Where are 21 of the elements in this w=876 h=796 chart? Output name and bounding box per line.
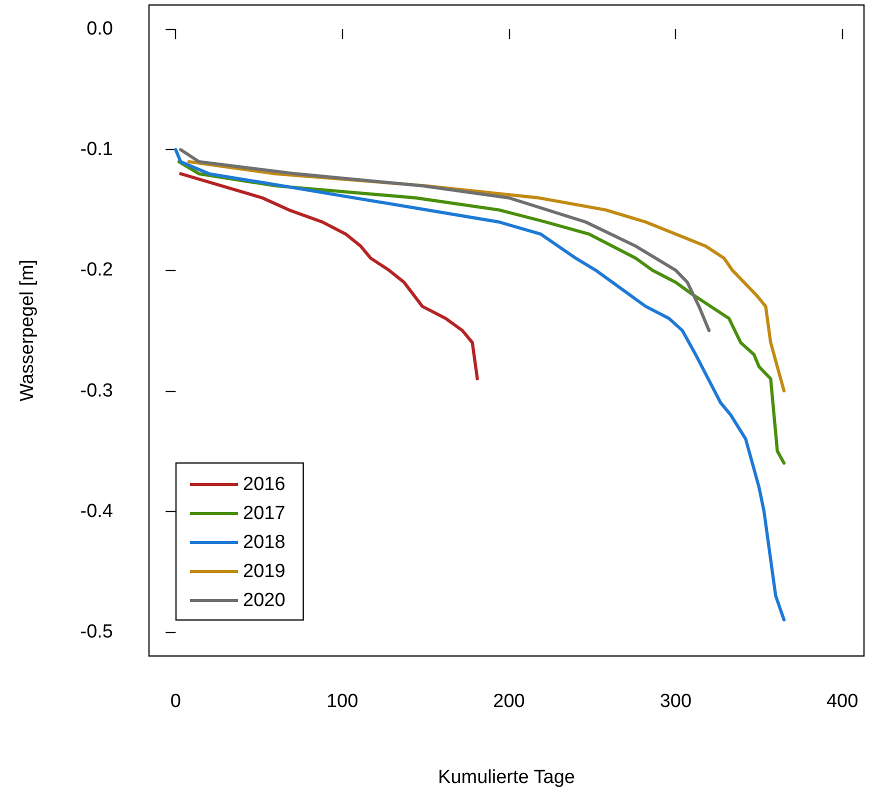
x-tick-label: 200 [493, 691, 525, 712]
y-tick-label: -0.4 [80, 500, 114, 522]
x-tick-label: 300 [660, 691, 692, 712]
line-series [179, 172, 479, 380]
x-axis-title: Kumulierte Tage [438, 767, 575, 788]
x-tick-label: 0 [170, 691, 181, 712]
y-tick-label: 0.0 [86, 18, 113, 40]
y-tick-label: -0.3 [80, 380, 113, 402]
y-tick-label: -0.5 [80, 621, 113, 642]
line-series [174, 148, 786, 622]
line-series [179, 148, 711, 332]
x-tick-label: 400 [826, 691, 858, 712]
legend-label: 2016 [243, 474, 286, 495]
y-tick-label: -0.1 [80, 139, 113, 160]
x-tick-label: 100 [326, 691, 358, 712]
y-tick-label: -0.2 [80, 260, 113, 281]
y-axis-title: Wasserpegel [m] [17, 260, 38, 402]
legend-label: 2018 [243, 532, 286, 553]
legend-label: 2017 [243, 503, 286, 524]
legend-label: 2019 [243, 561, 286, 582]
legend-label: 2020 [243, 590, 286, 611]
